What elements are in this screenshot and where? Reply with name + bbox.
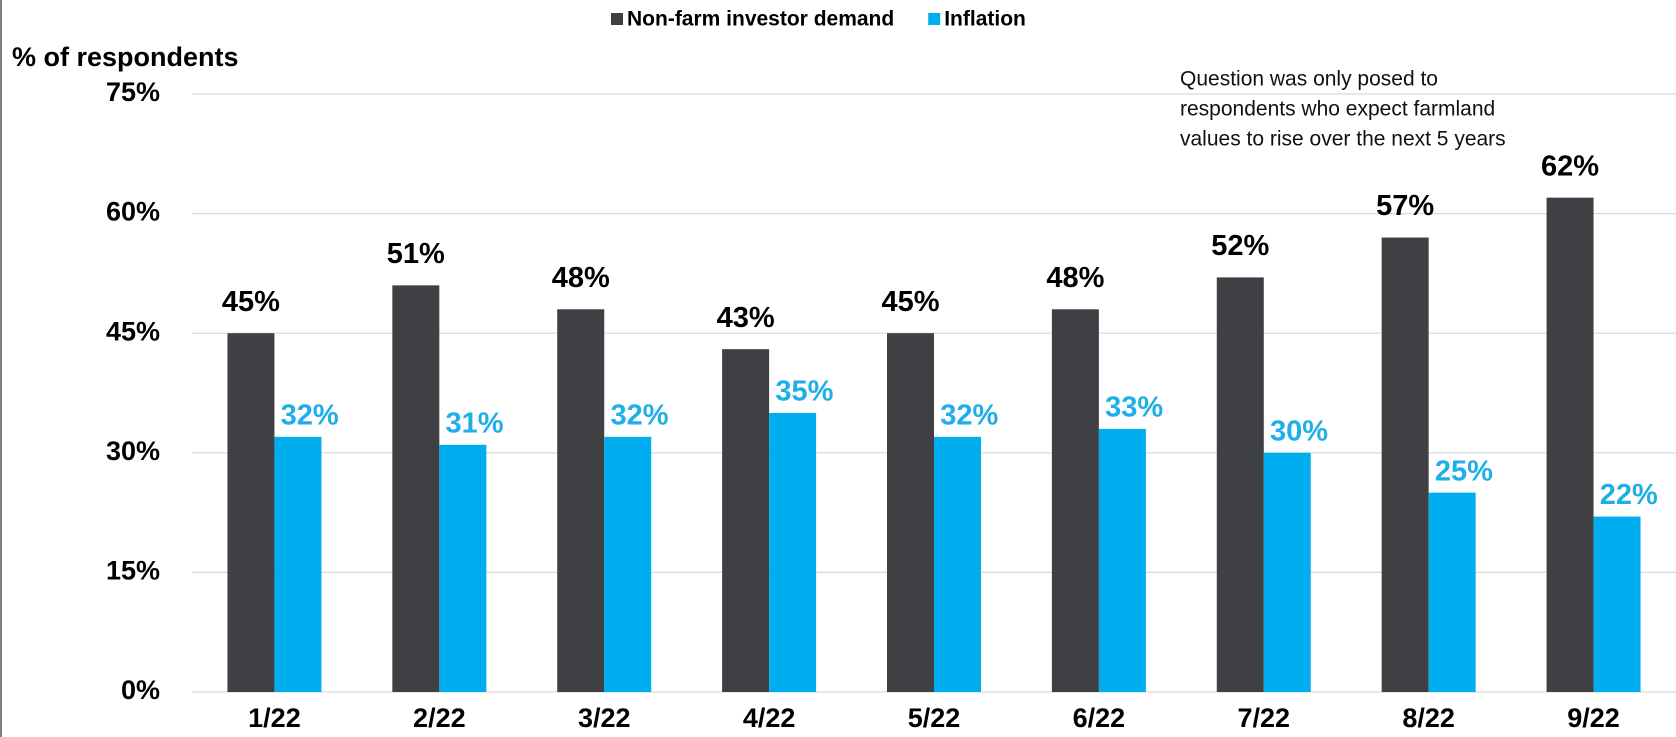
value-label: 33% (1105, 392, 1163, 424)
value-label: 22% (1600, 479, 1658, 511)
bar (1382, 238, 1429, 692)
annotation: respondents who expect farmland (1180, 98, 1495, 121)
bar (439, 445, 486, 692)
value-label: 43% (717, 302, 775, 334)
x-tick-label: 4/22 (743, 703, 796, 733)
annotation: Question was only posed to (1180, 68, 1438, 91)
bar (1099, 429, 1146, 692)
y-tick-label: 0% (121, 675, 160, 705)
legend-label: Non-farm investor demand (627, 8, 894, 31)
bar (1429, 493, 1476, 692)
bar (722, 349, 769, 692)
bar (887, 333, 934, 692)
value-label: 57% (1376, 190, 1434, 222)
y-tick-label: 45% (106, 316, 160, 346)
chart: % of respondents 0% 15% 30% 45% 60% 75% Non-fa… (0, 0, 1676, 737)
x-tick-label: 3/22 (578, 703, 631, 733)
x-tick-label: 2/22 (413, 703, 466, 733)
bar (769, 413, 816, 692)
value-label: 45% (222, 286, 280, 318)
value-label: 30% (1270, 415, 1328, 447)
value-label: 35% (775, 376, 833, 408)
bar (934, 437, 981, 692)
bar (557, 309, 604, 692)
bar (1052, 309, 1099, 692)
value-label: 25% (1435, 455, 1493, 487)
bar (1264, 453, 1311, 692)
bar (1547, 198, 1594, 692)
value-label: 31% (446, 407, 504, 439)
value-label: 52% (1211, 230, 1269, 262)
value-label: 32% (940, 400, 998, 432)
value-label: 45% (881, 286, 939, 318)
y-axis-title: % of respondents (12, 42, 239, 72)
bar (1594, 517, 1641, 692)
value-label: 32% (281, 400, 339, 432)
bar (604, 437, 651, 692)
x-tick-label: 7/22 (1237, 703, 1290, 733)
x-tick-label: 6/22 (1073, 703, 1126, 733)
y-tick-label: 75% (106, 77, 160, 107)
x-tick-label: 5/22 (908, 703, 961, 733)
legend-label: Inflation (944, 8, 1026, 31)
y-tick-label: 60% (106, 197, 160, 227)
value-label: 48% (1046, 262, 1104, 294)
value-label: 51% (387, 238, 445, 270)
y-tick-label: 15% (106, 556, 160, 586)
x-tick-label: 9/22 (1567, 703, 1620, 733)
x-tick-label: 8/22 (1402, 703, 1455, 733)
y-tick-label: 30% (106, 436, 160, 466)
value-label: 32% (610, 400, 668, 432)
bar (274, 437, 321, 692)
bar (392, 285, 439, 692)
annotation: values to rise over the next 5 years (1180, 128, 1506, 151)
bar (227, 333, 274, 692)
value-label: 48% (552, 262, 610, 294)
legend-swatch (611, 13, 623, 25)
value-label: 62% (1541, 150, 1599, 182)
bar (1217, 277, 1264, 692)
x-tick-label: 1/22 (248, 703, 301, 733)
legend-swatch (928, 13, 940, 25)
